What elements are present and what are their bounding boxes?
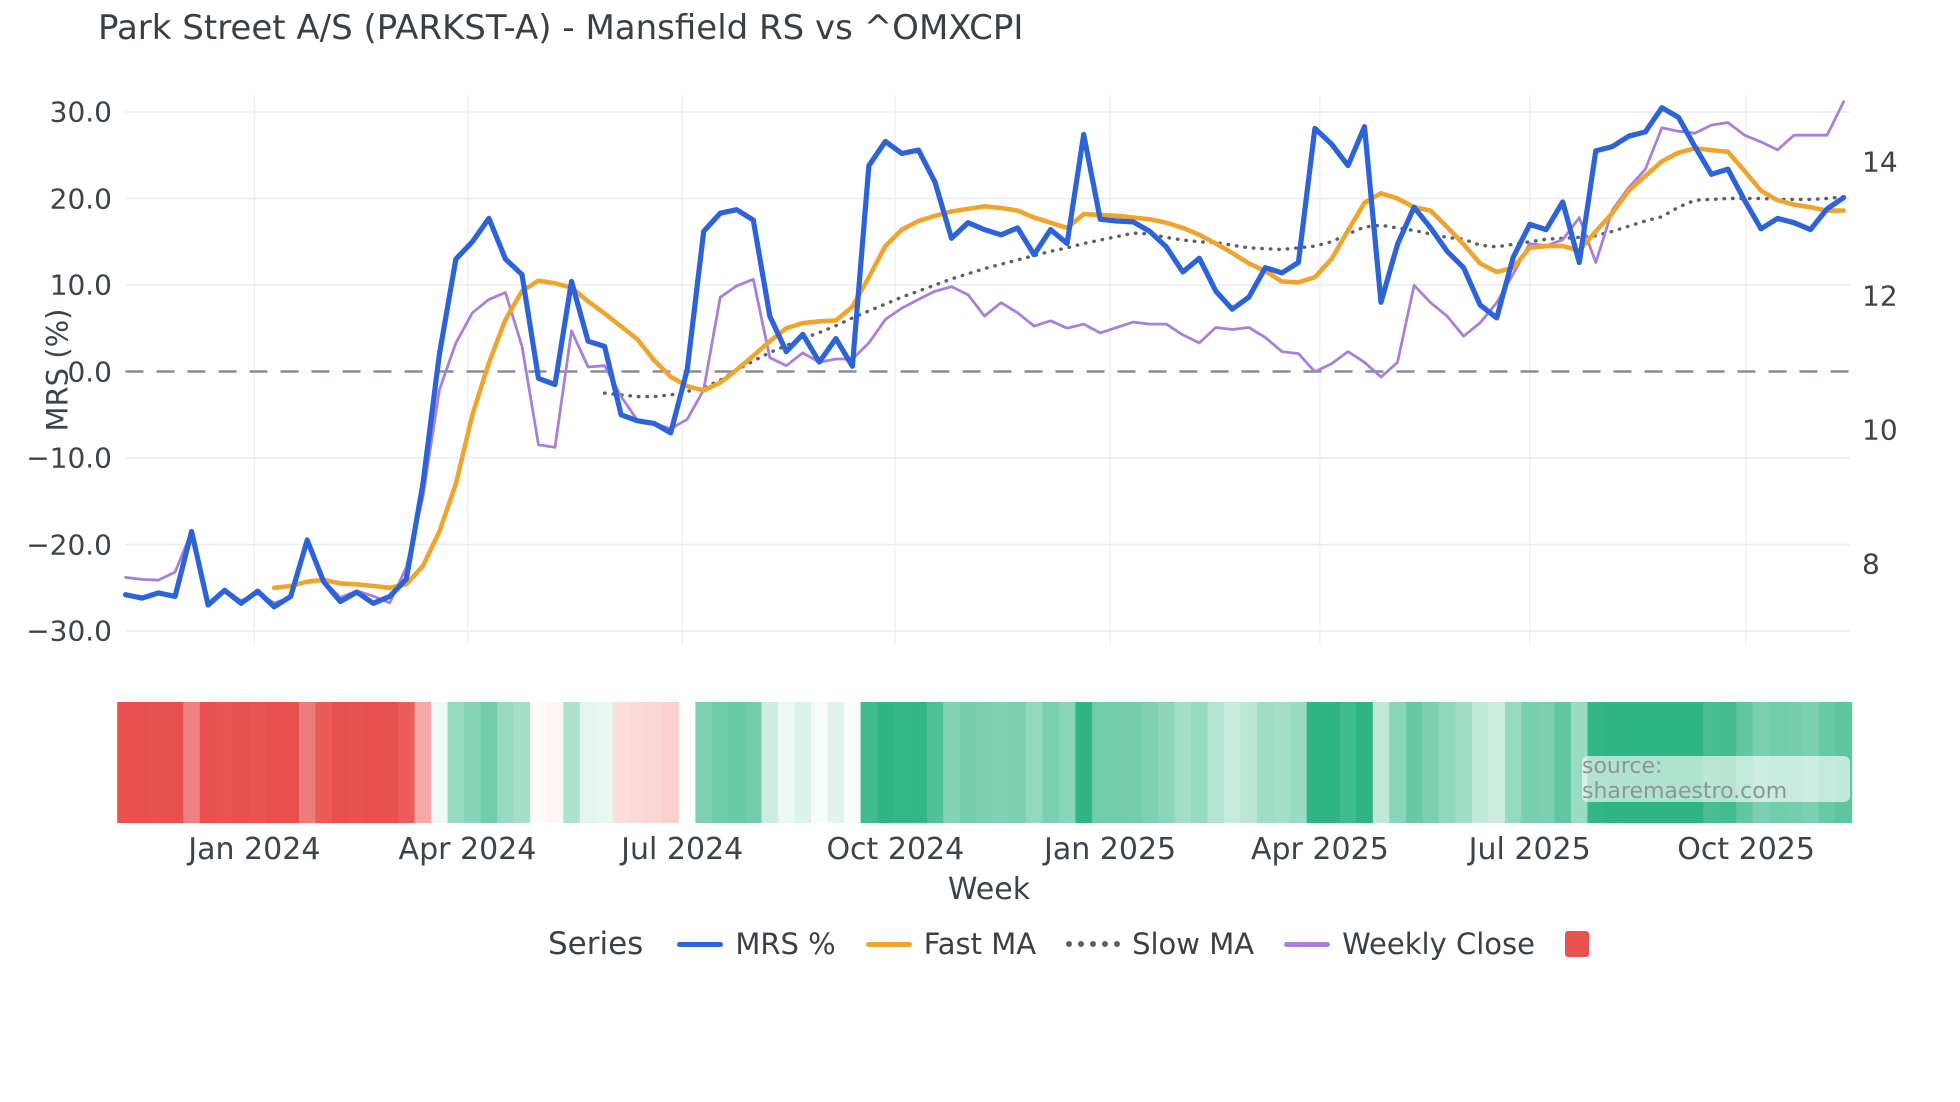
x-axis-tick-label: Oct 2024 <box>826 832 965 867</box>
x-axis-tick-label: Jan 2025 <box>1044 832 1177 867</box>
x-axis-tick-label: Jul 2024 <box>621 832 744 867</box>
series-mrs- <box>122 105 1847 610</box>
series-slow-ma <box>602 195 1846 399</box>
page-title: Park Street A/S (PARKST-A) - Mansfield R… <box>98 8 1024 48</box>
y-axis-left-tick-label: 0.0 <box>67 355 112 388</box>
legend-line-swatch-icon <box>677 941 724 947</box>
y-axis-left-tick-label: 10.0 <box>49 268 112 302</box>
series-weekly-close <box>124 100 1845 605</box>
legend-item <box>1564 931 1589 957</box>
legend-item: Weekly Close <box>1284 927 1535 961</box>
legend-item-label: Fast MA <box>923 927 1037 961</box>
legend-line-swatch-icon <box>1284 941 1331 947</box>
y-axis-right-tick-label: 8 <box>1862 547 1880 581</box>
y-axis-left-tick-label: −30.0 <box>26 614 112 648</box>
x-axis-tick-label: Apr 2025 <box>1250 832 1389 867</box>
source-watermark: source: sharemaestro.com <box>1582 754 1850 804</box>
x-axis-tick-label: Jan 2024 <box>188 832 321 867</box>
y-axis-right-tick-label: 10 <box>1862 413 1898 447</box>
legend-dotted-swatch-icon <box>1066 941 1121 947</box>
y-axis-left-tick-label: 30.0 <box>49 95 112 129</box>
legend-item: Fast MA <box>865 927 1037 961</box>
y-axis-left-tick-label: 20.0 <box>49 182 112 215</box>
x-axis-tick-label: Apr 2024 <box>398 832 537 867</box>
legend-item-label: MRS % <box>735 927 836 961</box>
x-axis-tick-label: Oct 2025 <box>1677 832 1815 867</box>
y-axis-right-tick-label: 14 <box>1862 145 1898 179</box>
source-watermark-text: source: sharemaestro.com <box>1582 754 1788 804</box>
y-axis-left-tick-label: −10.0 <box>26 441 112 475</box>
y-axis-right-tick-label: 12 <box>1862 279 1898 313</box>
legend-item-label: Slow MA <box>1132 927 1255 961</box>
legend-title: Series <box>548 926 644 962</box>
legend-line-swatch-icon <box>865 941 912 947</box>
series-fast-ma <box>271 146 1846 591</box>
y-axis-left-tick-label: −20.0 <box>26 528 112 561</box>
legend: Series MRS % Fast MA Slow MA Weekly Close <box>548 922 1589 966</box>
x-axis-title: Week <box>947 872 1031 907</box>
legend-square-swatch-icon <box>1564 931 1589 957</box>
legend-item: Slow MA <box>1066 927 1254 961</box>
x-axis-tick-label: Jul 2025 <box>1468 832 1591 867</box>
legend-item: MRS % <box>677 927 836 961</box>
legend-item-label: Weekly Close <box>1342 927 1535 961</box>
